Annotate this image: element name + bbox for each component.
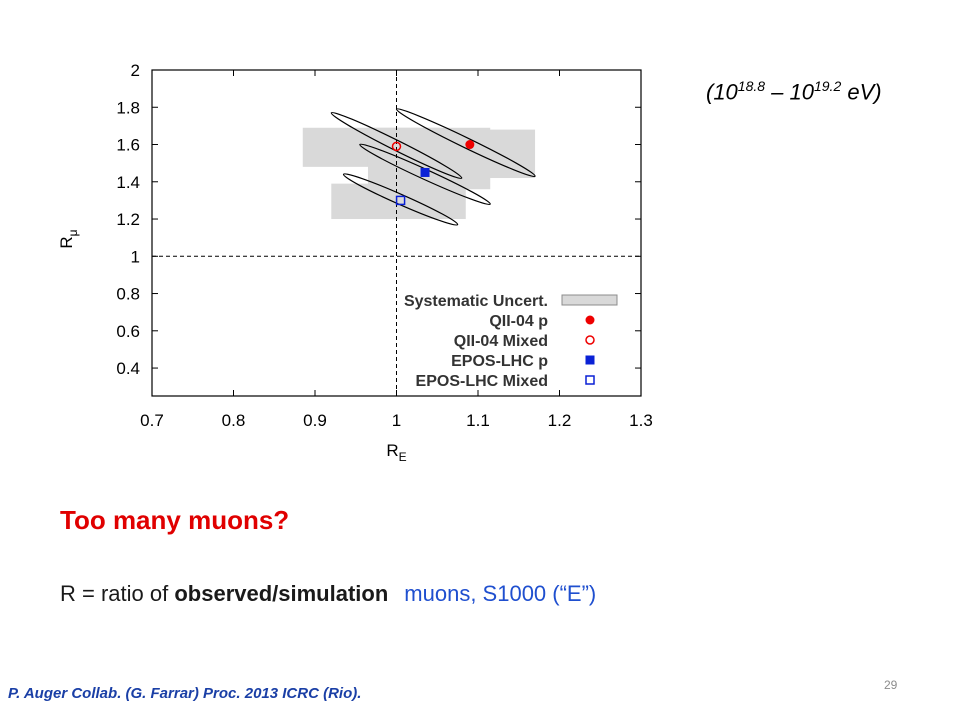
y-axis-label-subscript: μ <box>66 229 80 236</box>
legend-marker <box>585 335 595 345</box>
energy-range-label: (1018.8 – 1019.2 eV) <box>706 78 882 105</box>
muon-ratio-chart: 0.7 0.8 0.9 1 1.1 1.2 1.3 0.4 0.6 0.8 1 1.2 1.4 1.6 1.… <box>57 61 653 464</box>
axis-ticks: 0.7 0.8 0.9 1 1.1 1.2 1.3 0.4 0.6 0.8 1 1.2 1.4 1.6 1.… <box>116 61 652 430</box>
y-tick-label: 0.8 <box>116 285 140 304</box>
x-tick-label: 1.3 <box>629 411 653 430</box>
systematic-box <box>367 127 491 190</box>
legend-label: QII-04 p <box>489 313 548 330</box>
data-point-epos-lhc-p <box>420 167 430 177</box>
y-tick-label: 0.4 <box>116 359 140 378</box>
data-point-qii-04-mixed <box>391 141 402 152</box>
energy-exponent-high: 19.2 <box>813 78 842 94</box>
energy-exponent-low: 18.8 <box>737 78 766 94</box>
ratio-definition: R = ratio of observed/simulation muons, S… <box>60 581 596 607</box>
page-number: 29 <box>884 678 898 692</box>
energy-separator: – 10 <box>765 79 814 105</box>
y-tick-label: 1.6 <box>116 136 140 155</box>
data-point-qii-04-p <box>465 140 475 150</box>
reference-lines <box>152 70 641 396</box>
ratio-prefix: R = ratio of <box>60 581 175 606</box>
y-tick-label: 1.4 <box>116 173 140 192</box>
data-points <box>391 140 475 206</box>
x-tick-label: 0.7 <box>140 411 164 430</box>
legend-marker <box>585 355 595 365</box>
x-tick-label: 0.9 <box>303 411 327 430</box>
legend-marker <box>585 315 595 325</box>
ratio-bold-term: observed/simulation <box>174 581 389 606</box>
y-tick-label: 0.6 <box>116 322 140 341</box>
y-tick-label: 2 <box>131 61 140 80</box>
legend-label: QII-04 Mixed <box>454 333 548 350</box>
x-tick-label: 1.1 <box>466 411 490 430</box>
y-tick-label: 1 <box>131 247 140 266</box>
y-tick-label: 1.8 <box>116 98 140 117</box>
systematic-uncertainty-boxes <box>302 127 536 220</box>
headline: Too many muons? <box>60 505 290 535</box>
y-tick-label: 1.2 <box>116 210 140 229</box>
legend-marker <box>585 375 595 385</box>
energy-open: (10 <box>706 79 738 105</box>
legend-label: EPOS-LHC Mixed <box>416 373 548 390</box>
uncertainty-ellipse <box>395 108 536 178</box>
legend-label: Systematic Uncert. <box>404 293 548 310</box>
x-axis-label: RE <box>386 441 406 464</box>
energy-unit: eV) <box>841 79 882 105</box>
x-tick-label: 0.8 <box>222 411 246 430</box>
x-tick-label: 1 <box>392 411 401 430</box>
legend-swatch-systematic <box>561 294 618 306</box>
legend-label: EPOS-LHC p <box>451 353 548 370</box>
systematic-box <box>331 183 466 220</box>
x-axis-label-subscript: E <box>399 450 407 464</box>
y-axis-label: Rμ <box>57 229 80 248</box>
legend: Systematic Uncert. QII-04 p QII-04 Mixed EP… <box>404 293 618 390</box>
ratio-blue-term: muons, S1000 (“E”) <box>404 581 597 606</box>
data-point-epos-lhc-mixed <box>395 195 406 206</box>
citation: P. Auger Collab. (G. Farrar) Proc. 2013 … <box>8 685 362 702</box>
x-tick-label: 1.2 <box>548 411 572 430</box>
